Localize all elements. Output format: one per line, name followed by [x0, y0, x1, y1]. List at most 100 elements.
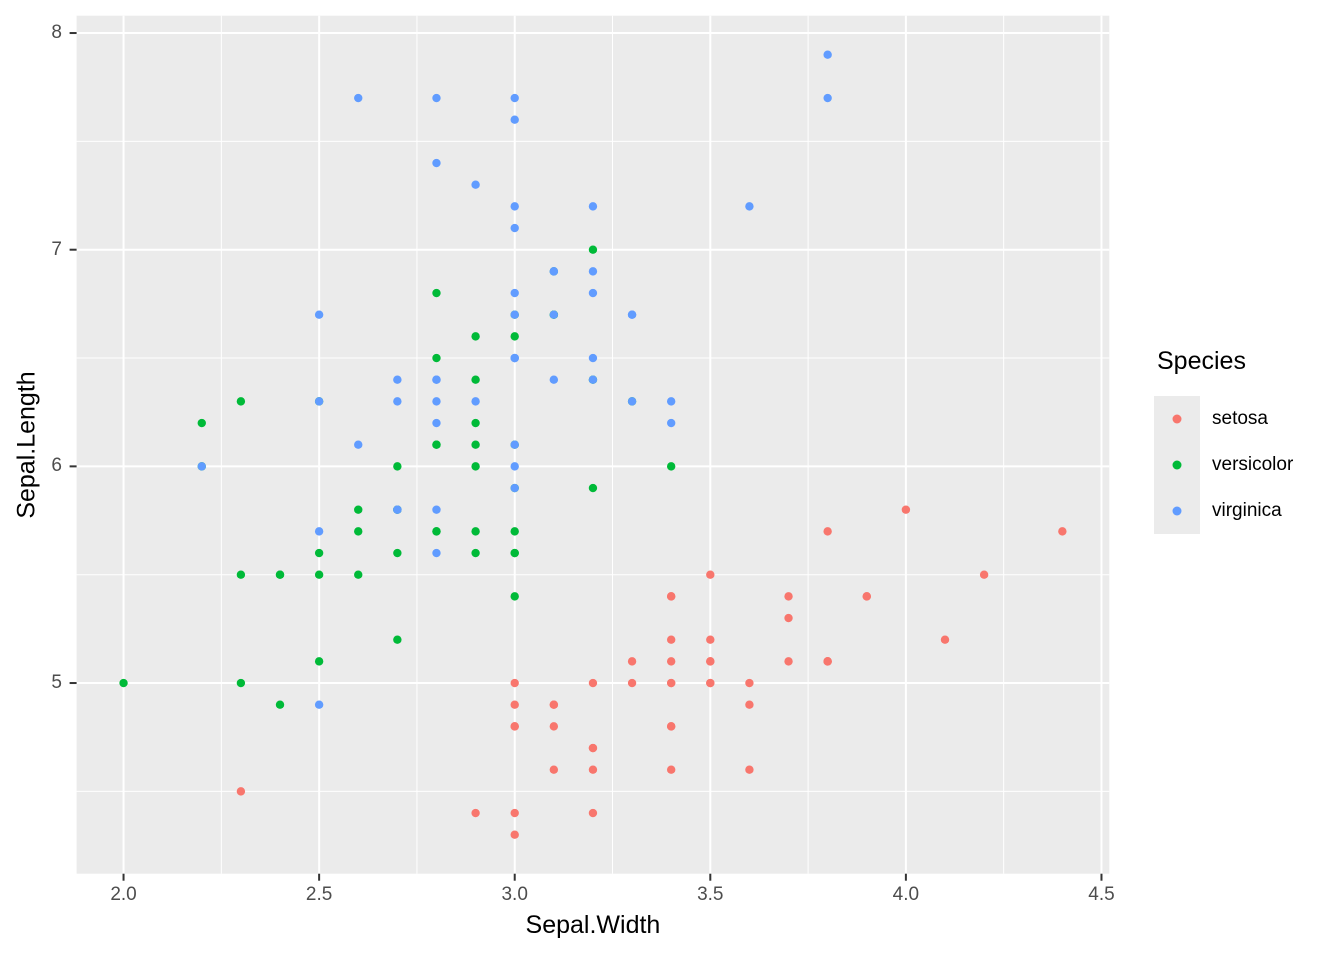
- data-point-versicolor: [354, 505, 363, 514]
- x-tick-label: 4.0: [892, 884, 920, 905]
- data-point-versicolor: [666, 462, 676, 471]
- panel-background: [76, 15, 1110, 874]
- legend-item-setosa: setosa: [1154, 396, 1293, 442]
- data-point-virginica: [510, 223, 519, 233]
- data-point-virginica: [354, 440, 363, 449]
- data-point-setosa: [823, 527, 832, 536]
- data-point-versicolor: [275, 570, 285, 579]
- data-point-setosa: [627, 657, 637, 666]
- y-tick-label: 7: [51, 238, 62, 260]
- data-point-virginica: [588, 375, 598, 384]
- data-point-virginica: [666, 418, 676, 428]
- y-axis-title: Sepal.Length: [12, 371, 41, 519]
- data-point-versicolor: [236, 678, 246, 688]
- data-point-setosa: [784, 657, 793, 666]
- data-point-virginica: [314, 397, 324, 406]
- legend-item-label: versicolor: [1212, 454, 1294, 475]
- legend-key: [1154, 396, 1200, 442]
- y-tick-label: 8: [51, 22, 62, 44]
- legend-items: setosa versicolor virginica: [1154, 396, 1293, 534]
- data-point-virginica: [588, 288, 598, 298]
- legend-item-versicolor: versicolor: [1154, 442, 1293, 488]
- data-point-setosa: [745, 765, 754, 774]
- data-point-virginica: [314, 310, 324, 319]
- data-point-versicolor: [588, 245, 598, 254]
- data-point-virginica: [471, 180, 480, 189]
- data-point-versicolor: [471, 375, 480, 384]
- data-point-versicolor: [314, 570, 324, 579]
- legend-point-icon: [1172, 414, 1182, 424]
- x-tick-label: 3.5: [697, 884, 724, 905]
- data-point-versicolor: [236, 397, 246, 406]
- data-point-setosa: [666, 592, 676, 601]
- data-point-virginica: [510, 115, 519, 124]
- legend-key: [1154, 488, 1200, 534]
- data-point-virginica: [510, 462, 519, 471]
- data-point-virginica: [627, 310, 637, 319]
- data-point-setosa: [706, 635, 715, 644]
- data-point-versicolor: [510, 332, 519, 341]
- data-point-versicolor: [393, 548, 402, 558]
- data-point-versicolor: [510, 548, 519, 558]
- y-tick-label: 5: [51, 672, 62, 694]
- data-point-versicolor: [197, 418, 206, 428]
- data-point-virginica: [510, 440, 519, 449]
- data-point-versicolor: [588, 483, 598, 493]
- data-point-versicolor: [471, 548, 480, 558]
- data-point-setosa: [588, 765, 598, 774]
- data-point-virginica: [432, 505, 441, 514]
- data-point-versicolor: [314, 548, 324, 558]
- data-point-versicolor: [393, 462, 402, 471]
- data-point-versicolor: [119, 678, 128, 688]
- legend-point-icon: [1172, 460, 1182, 470]
- data-point-setosa: [588, 743, 598, 753]
- data-point-versicolor: [471, 462, 480, 471]
- data-point-virginica: [510, 202, 519, 211]
- data-point-virginica: [510, 288, 519, 298]
- data-point-setosa: [979, 570, 989, 579]
- data-point-virginica: [510, 93, 519, 103]
- data-point-virginica: [510, 353, 519, 363]
- data-point-virginica: [588, 202, 598, 211]
- data-point-setosa: [549, 722, 559, 731]
- data-point-setosa: [666, 678, 676, 688]
- data-point-setosa: [549, 765, 559, 774]
- data-point-setosa: [862, 592, 871, 601]
- data-point-virginica: [666, 397, 676, 406]
- data-point-versicolor: [354, 527, 363, 536]
- data-point-virginica: [197, 462, 206, 471]
- data-point-versicolor: [275, 700, 285, 709]
- data-point-virginica: [627, 397, 637, 406]
- legend-item-label: virginica: [1212, 500, 1282, 521]
- data-point-versicolor: [510, 527, 519, 536]
- data-point-virginica: [432, 375, 441, 384]
- x-tick-label: 2.0: [110, 884, 137, 905]
- legend-item-virginica: virginica: [1154, 488, 1293, 534]
- data-point-virginica: [588, 353, 598, 363]
- legend-title: Species: [1157, 347, 1246, 375]
- data-point-virginica: [432, 418, 441, 428]
- data-point-virginica: [354, 93, 363, 103]
- data-point-versicolor: [432, 527, 441, 536]
- data-point-virginica: [432, 548, 441, 558]
- data-point-virginica: [393, 375, 402, 384]
- data-point-setosa: [940, 635, 950, 644]
- x-tick-label: 4.5: [1088, 884, 1115, 905]
- data-point-setosa: [236, 787, 246, 796]
- data-point-setosa: [745, 700, 754, 709]
- legend-item-label: setosa: [1212, 408, 1268, 429]
- data-point-versicolor: [432, 353, 441, 363]
- data-point-setosa: [510, 700, 519, 709]
- data-point-versicolor: [432, 440, 441, 449]
- data-point-virginica: [510, 483, 519, 493]
- data-point-setosa: [510, 808, 519, 818]
- data-point-setosa: [1058, 527, 1067, 536]
- data-point-virginica: [393, 397, 402, 406]
- x-tick-label: 2.5: [305, 884, 333, 905]
- data-point-setosa: [627, 678, 637, 688]
- data-point-versicolor: [471, 332, 480, 341]
- legend: Species setosa versicolor virginica: [1154, 346, 1293, 534]
- x-axis-title: Sepal.Width: [525, 911, 661, 939]
- data-point-virginica: [393, 505, 402, 514]
